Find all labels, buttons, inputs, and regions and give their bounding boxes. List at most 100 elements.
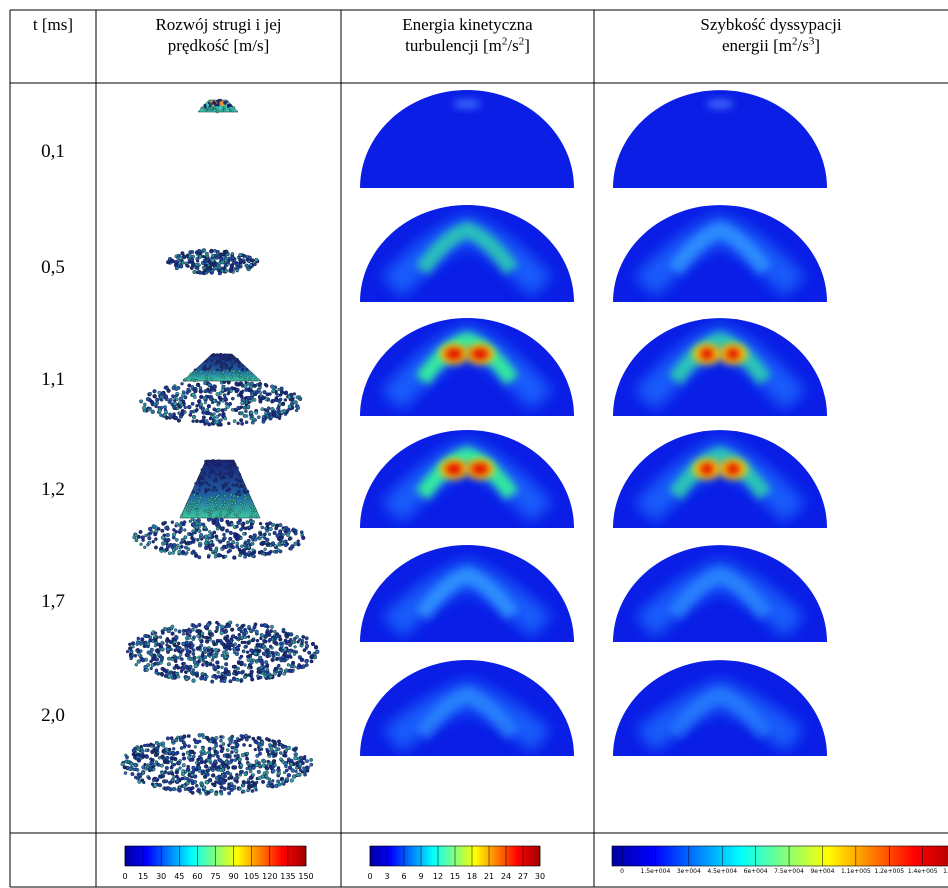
spray-droplet [186, 633, 189, 636]
spray-droplet [256, 675, 259, 678]
spray-droplet [289, 669, 293, 673]
spray-droplet [144, 763, 147, 766]
spray-droplet [161, 648, 165, 652]
spray-droplet [139, 643, 142, 646]
spray-droplet [242, 790, 246, 794]
spray-droplet [273, 753, 277, 757]
spray-droplet [240, 374, 242, 376]
spray-droplet [303, 649, 306, 652]
spray-droplet [255, 630, 259, 634]
spray-droplet [271, 779, 274, 782]
spray-droplet [223, 108, 225, 110]
spray-droplet [225, 648, 228, 651]
colorbar [612, 846, 948, 866]
spray-droplet [169, 787, 173, 791]
spray-droplet [256, 754, 260, 758]
spray-droplet [259, 676, 262, 679]
spray-droplet [167, 657, 171, 661]
colorbar-label: 6e+004 [744, 868, 768, 875]
spray-droplet [204, 401, 207, 404]
spray-droplet [236, 624, 239, 627]
spray-droplet [238, 511, 240, 513]
spray-droplet [234, 463, 236, 465]
spray-droplet [258, 532, 262, 536]
spray-droplet [160, 658, 163, 661]
spray-droplet [280, 387, 284, 391]
spray-droplet [272, 412, 275, 415]
spray-droplet [204, 636, 207, 639]
spray-droplet [203, 655, 207, 659]
figure-table [0, 0, 948, 888]
spray-droplet [238, 554, 241, 557]
spray-droplet [265, 766, 269, 770]
spray-droplet [207, 368, 209, 370]
spray-droplet [175, 394, 178, 397]
spray-droplet [225, 645, 228, 648]
header-text: t [ms] [33, 15, 73, 34]
spray-droplet [230, 644, 233, 647]
spray-droplet [246, 757, 249, 760]
spray-droplet [262, 639, 265, 642]
spray-droplet [213, 783, 217, 787]
spray-droplet [246, 541, 249, 544]
spray-droplet [191, 551, 195, 555]
spray-droplet [224, 655, 228, 659]
spray-droplet [189, 750, 193, 754]
contour-plot [613, 205, 827, 302]
spray-droplet [154, 546, 157, 549]
spray-droplet [182, 753, 185, 756]
spray-droplet [254, 379, 256, 381]
spray-droplet [240, 479, 242, 481]
spray-droplet [309, 763, 312, 766]
spray-droplet [134, 654, 137, 657]
spray-droplet [203, 396, 207, 400]
spray-droplet [152, 525, 156, 529]
spray-droplet [206, 773, 210, 777]
spray-droplet [264, 674, 268, 678]
spray-droplet [305, 641, 308, 644]
spray-droplet [184, 406, 187, 409]
spray-droplet [251, 259, 255, 263]
spray-droplet [258, 748, 261, 751]
spray-droplet [224, 662, 228, 666]
spray-droplet [175, 522, 178, 525]
spray-droplet [189, 533, 192, 536]
spray-droplet [294, 752, 298, 756]
spray-droplet [251, 780, 254, 783]
spray-droplet [153, 662, 156, 665]
colorbar-label: 30 [535, 872, 545, 881]
colorbar-label: 75 [210, 872, 220, 881]
spray-droplet [242, 650, 245, 653]
spray-droplet [160, 672, 164, 676]
spray-droplet [247, 785, 251, 789]
spray-droplet [227, 422, 230, 425]
spray-droplet [241, 401, 245, 405]
spray-droplet [231, 356, 233, 358]
spray-droplet [268, 743, 271, 746]
spray-droplet [272, 759, 276, 763]
spray-droplet [138, 780, 142, 784]
spray-droplet [231, 252, 234, 255]
spray-droplet [257, 388, 261, 392]
spray-droplet [234, 777, 237, 780]
spray-droplet [279, 642, 282, 645]
spray-droplet [185, 647, 188, 650]
spray-droplet [153, 533, 156, 536]
spray-droplet [212, 489, 214, 491]
spray-droplet [229, 498, 231, 500]
colorbar-label: 1.1e+005 [841, 868, 871, 875]
spray-droplet [289, 632, 293, 636]
spray-droplet [168, 400, 171, 403]
spray-droplet [217, 465, 219, 467]
time-label: 1,7 [10, 591, 96, 613]
spray-droplet [212, 653, 216, 657]
spray-droplet [300, 642, 303, 645]
spray-droplet [234, 740, 237, 743]
spray-droplet [261, 669, 265, 673]
spray-droplet [281, 402, 285, 406]
spray-droplet [142, 406, 146, 410]
spray-droplet [205, 675, 208, 678]
spray-droplet [220, 514, 222, 516]
spray-droplet [172, 756, 175, 759]
spray-droplet [269, 527, 273, 531]
